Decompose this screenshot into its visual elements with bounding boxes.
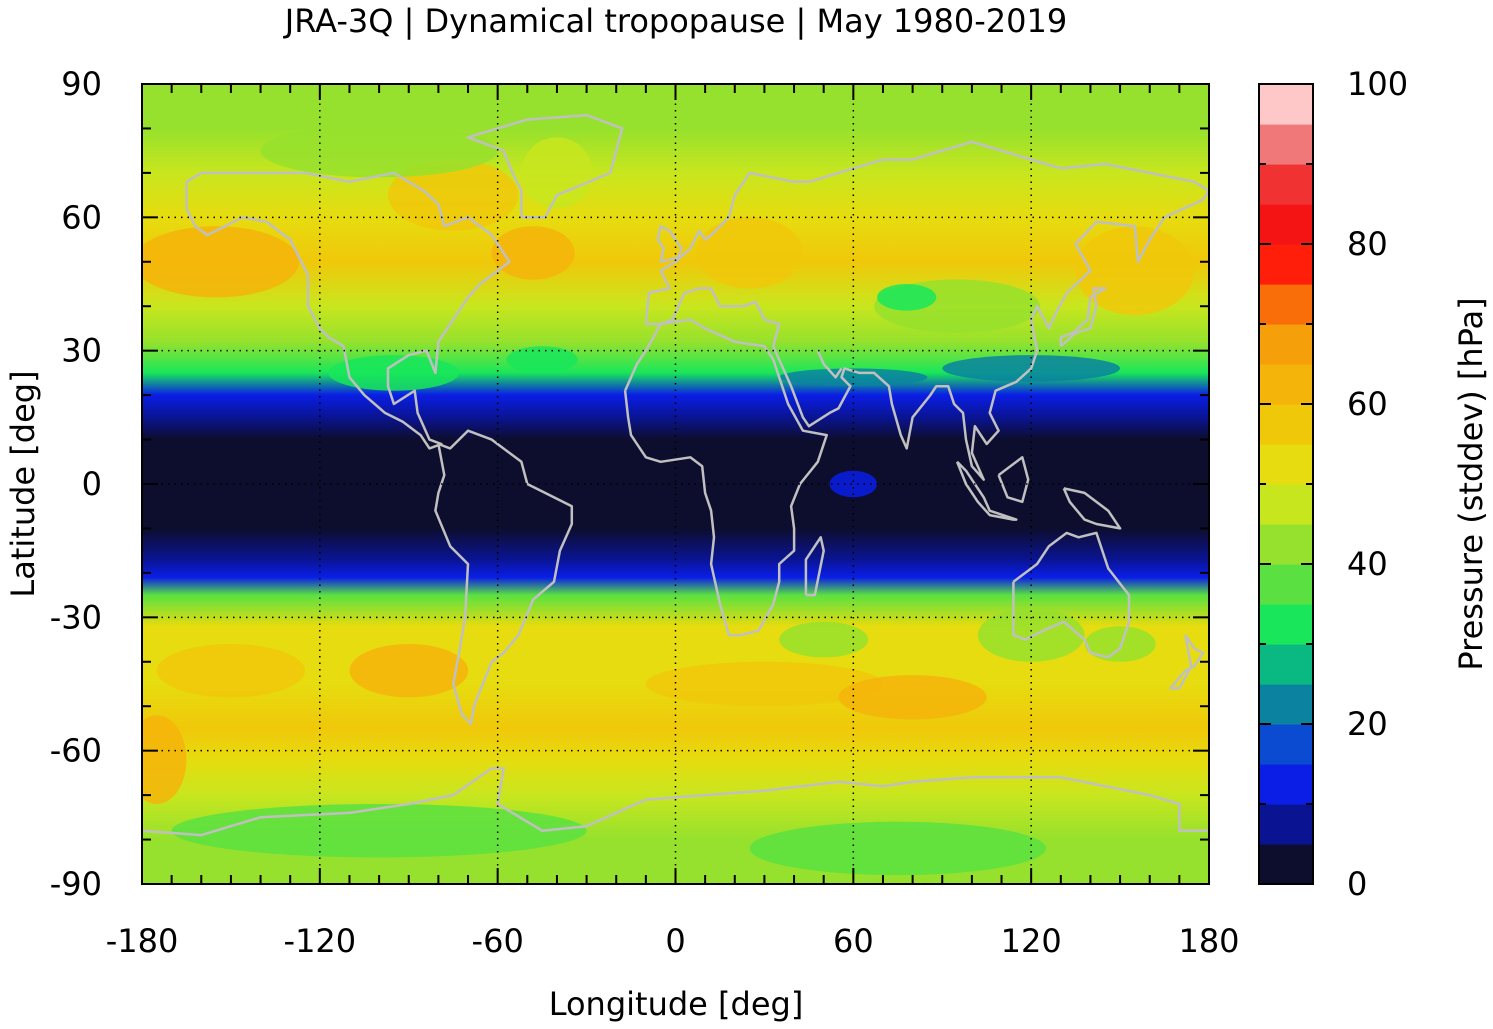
- coastline-new-guinea: [1062, 487, 1122, 530]
- x-tick-label: 60: [833, 922, 874, 960]
- x-tick-label: 180: [1178, 922, 1239, 960]
- colorbar-segment: [1259, 524, 1313, 565]
- field-feature: [521, 137, 593, 209]
- y-tick-label: -90: [50, 865, 102, 903]
- field-feature: [349, 644, 469, 698]
- colorbar-tick-label: 40: [1347, 545, 1388, 583]
- colorbar-tick-label: 100: [1347, 65, 1408, 103]
- coastline-japan: [1059, 287, 1107, 348]
- y-tick-label: 90: [61, 65, 102, 103]
- x-axis-label: Longitude [deg]: [549, 985, 804, 1023]
- field-feature: [696, 217, 803, 289]
- coastline-australia: [1012, 531, 1131, 659]
- colorbar-label: Pressure (stddev) [hPa]: [1452, 297, 1490, 670]
- colorbar-tick-label: 60: [1347, 385, 1388, 423]
- field-feature: [491, 226, 575, 280]
- field-feature: [388, 159, 519, 231]
- coastlines: [142, 113, 1209, 837]
- plot-area: [142, 84, 1209, 884]
- colorbar-segment: [1259, 804, 1313, 845]
- field-feature: [877, 284, 937, 311]
- colorbar-segment: [1259, 164, 1313, 205]
- field-feature: [1075, 226, 1195, 316]
- x-tick-label: -120: [284, 922, 357, 960]
- x-tick-label: -60: [472, 922, 524, 960]
- coastline-antarctica: [142, 767, 1209, 837]
- coastline-greenland: [466, 113, 624, 219]
- colorbar-segment: [1259, 484, 1313, 525]
- coastline-borneo: [997, 456, 1030, 504]
- colorbar-tick-label: 80: [1347, 225, 1388, 263]
- x-tick-label: 0: [665, 922, 685, 960]
- colorbar-tick-label: 0: [1347, 865, 1367, 903]
- field-feature: [171, 804, 587, 858]
- y-axis-label: Latitude [deg]: [4, 370, 42, 597]
- field-feature: [645, 661, 884, 707]
- coastline-eurasia: [644, 140, 1209, 481]
- colorbar-segment: [1259, 244, 1313, 285]
- field-feature: [156, 644, 305, 698]
- colorbar-segment: [1259, 684, 1313, 725]
- y-tick-label: -60: [50, 732, 102, 770]
- field-feature: [328, 355, 460, 391]
- field-feature: [1084, 626, 1156, 662]
- y-tick-label: 0: [82, 465, 102, 503]
- colorbar-segment: [1259, 644, 1313, 685]
- colorbar-tick-labels: 0 20 40 60 80 100: [1347, 65, 1408, 903]
- field-feature: [749, 821, 1046, 876]
- gridlines: [142, 84, 1209, 884]
- coastline-britain: [656, 224, 683, 264]
- x-tick-labels: -180 -120 -60 0 60 120 180: [106, 922, 1240, 960]
- field-feature: [838, 675, 987, 720]
- y-tick-label: 60: [61, 198, 102, 236]
- field-feature: [142, 226, 300, 298]
- y-tick-label: -30: [50, 598, 102, 636]
- colorbar-tick-label: 20: [1347, 705, 1388, 743]
- colorbar-segment: [1259, 324, 1313, 365]
- colorbar-segment: [1259, 564, 1313, 605]
- colorbar-segment: [1259, 844, 1313, 885]
- field-feature: [829, 470, 877, 498]
- coastline-madagascar: [804, 536, 825, 597]
- y-tick-label: 30: [61, 332, 102, 370]
- chart-title: JRA-3Q | Dynamical tropopause | May 1980…: [283, 2, 1067, 40]
- x-tick-label: -180: [106, 922, 179, 960]
- colorbar-segment: [1259, 724, 1313, 765]
- colorbar-segment: [1259, 404, 1313, 445]
- field-feature: [260, 124, 498, 178]
- colorbar-segment: [1259, 444, 1313, 485]
- field-feature: [779, 621, 869, 658]
- axis-ticks: [141, 83, 1210, 885]
- coastline-arabian-gulf: [816, 350, 843, 379]
- field-features: [142, 124, 1195, 876]
- field-feature: [142, 715, 187, 804]
- colorbar-segment: [1259, 284, 1313, 325]
- x-tick-label: 120: [1001, 922, 1062, 960]
- colorbar-segment: [1259, 124, 1313, 165]
- field-feature: [506, 346, 578, 373]
- coastline-africa: [623, 318, 828, 637]
- colorbar-segment: [1259, 364, 1313, 405]
- colorbar: [1258, 83, 1314, 885]
- y-tick-labels: 90 60 30 0 -30 -60 -90: [50, 65, 102, 903]
- coastline-north-america: [185, 171, 511, 450]
- colorbar-segment: [1259, 204, 1313, 245]
- field-feature: [977, 608, 1085, 662]
- colorbar-segment: [1259, 764, 1313, 805]
- colorbar-segment: [1259, 84, 1313, 125]
- coastline-new-zealand: [1169, 634, 1205, 690]
- colorbar-segment: [1259, 604, 1313, 645]
